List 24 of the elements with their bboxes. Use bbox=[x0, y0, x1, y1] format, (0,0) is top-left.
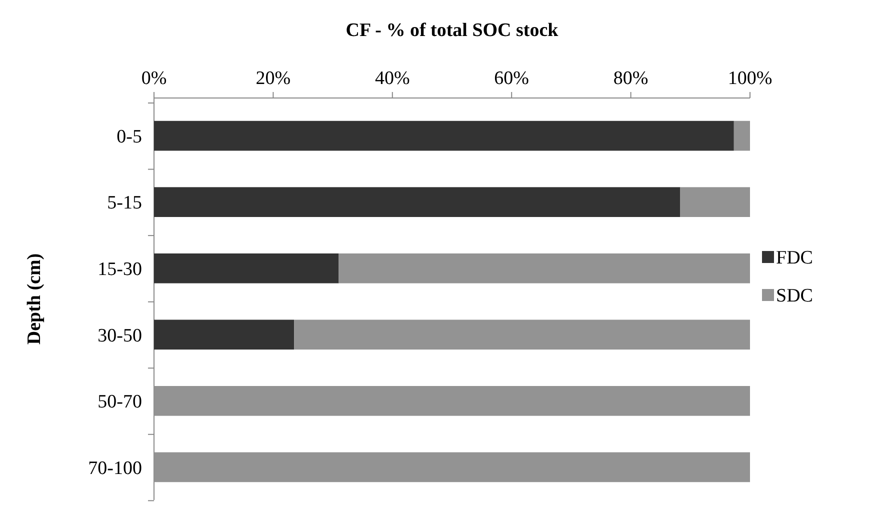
bar bbox=[294, 320, 750, 350]
bar bbox=[338, 253, 750, 284]
y-tick-label: 5-15 bbox=[107, 192, 142, 214]
x-tick-label: 20% bbox=[256, 68, 291, 89]
x-tick-label: 60% bbox=[494, 68, 530, 89]
x-tick-label: 100% bbox=[728, 68, 772, 89]
x-tick-label: 80% bbox=[613, 68, 648, 89]
bar bbox=[154, 187, 680, 217]
bar bbox=[734, 120, 750, 151]
x-tick-label: 40% bbox=[374, 68, 410, 89]
y-axis-title: Depth (cm) bbox=[24, 253, 45, 345]
y-tick-label: 30-50 bbox=[98, 325, 142, 346]
y-tick-label: 70-100 bbox=[88, 458, 142, 479]
x-axis-title: CF - % of total SOC stock bbox=[346, 20, 559, 41]
y-tick-label: 15-30 bbox=[98, 259, 142, 280]
bar bbox=[680, 187, 750, 217]
legend-label: SDC bbox=[776, 286, 813, 307]
legend-label: FDC bbox=[776, 248, 813, 269]
y-tick-label: 50-70 bbox=[98, 392, 142, 413]
y-tick-label: 0-5 bbox=[116, 126, 142, 148]
bar bbox=[154, 253, 339, 284]
bar bbox=[154, 120, 734, 151]
x-tick-label: 0% bbox=[141, 68, 167, 89]
bar bbox=[154, 320, 294, 350]
